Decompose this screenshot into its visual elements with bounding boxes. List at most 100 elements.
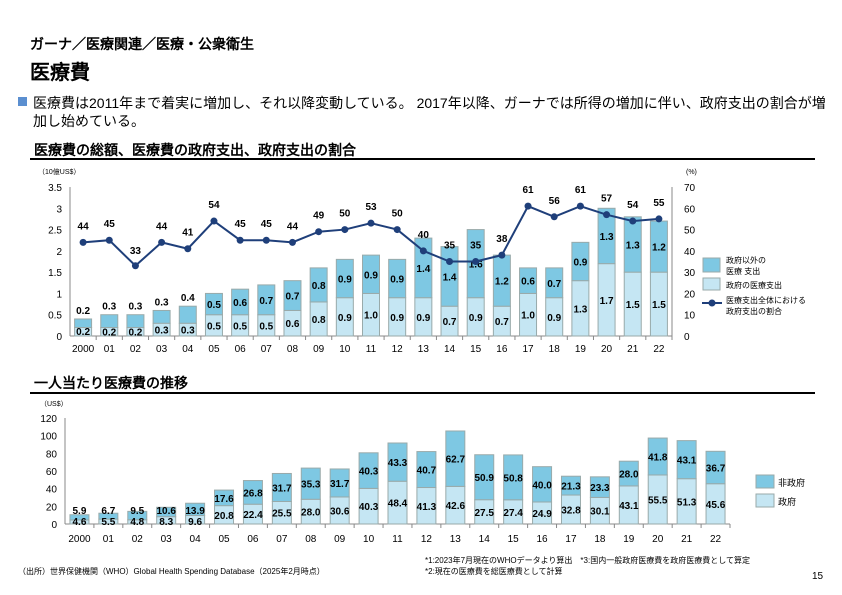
legend-label: 政府の医療支出 [726,280,782,290]
y2-tick-label: 20 [684,289,696,300]
bar-non-government [597,207,616,265]
legend-swatch-non-government [702,257,721,273]
y2-tick-label: 40 [684,247,696,258]
line-point [105,236,113,244]
bar-label-government: 20.8 [214,511,234,522]
y-axis-label: （US$） [40,400,68,408]
y2-tick-label: 70 [684,183,696,194]
bar-non-government [358,452,379,489]
bar-label-government: 0.2 [102,328,116,339]
y-tick-label: 120 [40,414,57,425]
x-tick-label: 18 [549,344,561,355]
footnote: *1:2023年7月現在のWHOデータより算出 *3:国内一般政府医療費を政府医… [425,556,750,565]
x-tick-label: 20 [601,344,613,355]
bar-non-government [519,267,538,294]
bar-label-non-government: 1.3 [600,232,614,243]
bar-label-non-government: 0.9 [390,275,404,286]
chart1-title: 医療費の総額、医療費の政府支出、政府支出の割合 [34,142,356,158]
chart2-title: 一人当たり医療費の推移 [34,375,188,391]
line-label: 49 [313,211,325,222]
x-tick-label: 09 [313,344,325,355]
bar-non-government [231,288,250,316]
bar-non-government [300,467,321,500]
bar-non-government [152,309,171,324]
bar-label-government: 27.4 [503,508,523,519]
bar-label-non-government: 31.7 [272,483,292,494]
line-point [655,215,663,223]
x-tick-label: 16 [537,534,549,545]
y-tick-label: 100 [40,432,57,443]
y-tick-label: 2.5 [48,226,62,237]
bar-label-government: 55.5 [648,495,668,506]
y-tick-label: 1.5 [48,268,62,279]
bar-non-government [257,284,276,316]
bar-label-government: 0.7 [495,317,509,328]
bar-label-non-government: 1.2 [652,243,666,254]
bar-label-non-government: 1.6 [469,260,483,271]
bar-label-non-government: 62.7 [446,455,466,466]
bar-label-government: 0.9 [390,313,404,324]
bar-non-government [618,460,639,487]
line-point [367,219,375,227]
bar-label-non-government: 5.9 [73,506,87,517]
legend-label: 医療 支出 [726,266,760,276]
line-point [629,217,637,225]
x-tick-label: 05 [208,344,220,355]
bar-label-government: 1.5 [652,300,666,311]
bar-label-non-government: 31.7 [330,479,350,490]
x-tick-label: 09 [334,534,346,545]
bar-non-government [204,292,223,316]
bar-label-non-government: 0.7 [547,279,561,290]
divider [30,392,815,394]
bar-label-non-government: 50.8 [503,473,523,484]
bar-label-non-government: 0.3 [155,297,169,308]
bar-label-non-government: 0.7 [286,292,300,303]
bar-non-government [647,437,668,476]
y-tick-label: 40 [46,485,58,496]
bar-label-non-government: 0.4 [181,293,195,304]
x-tick-label: 06 [235,344,247,355]
x-tick-label: 19 [575,344,587,355]
bar-label-non-government: 50.9 [475,473,495,484]
legend-label: 政府以外の [726,255,766,265]
line-point [446,258,454,265]
bar-non-government [185,502,206,517]
x-tick-label: 04 [182,344,194,355]
y-tick-label: 80 [46,449,58,460]
line-label: 61 [522,185,534,196]
bar-label-government: 40.3 [359,502,379,513]
bar-label-government: 1.0 [364,311,378,322]
bar-non-government [705,450,726,485]
chart1: （10億US$） (%)00.511.522.533.50102030405060… [38,167,806,355]
bar-label-non-government: 40.3 [359,467,379,478]
bar-label-non-government: 0.2 [76,306,90,317]
line-point [315,228,323,236]
x-tick-label: 05 [218,534,230,545]
y2-tick-label: 0 [684,332,690,343]
bar-non-government [416,451,437,489]
bar-non-government [283,280,302,311]
description: 医療費は2011年まで着実に増加し、それ以降変動している。 2017年以降、ガー… [33,95,826,129]
bar-label-non-government: 41.8 [648,453,668,464]
bar-label-government: 1.3 [573,304,587,315]
bar-label-government: 30.1 [590,507,610,518]
bar-label-government: 51.3 [677,497,697,508]
bar-label-government: 0.5 [233,321,247,332]
x-tick-label: 17 [565,534,577,545]
bar-non-government [98,512,119,520]
bar-label-government: 1.0 [521,311,535,322]
legend-label: 非政府 [778,477,805,488]
bar-label-non-government: 0.3 [128,302,142,313]
line-label: 44 [78,221,90,232]
x-tick-label: 13 [418,344,430,355]
x-tick-label: 18 [594,534,606,545]
source-note: （出所）世界保健機関（WHO）Global Health Spending Da… [18,567,325,576]
x-tick-label: 01 [104,344,116,355]
line-point [184,245,192,253]
bar-non-government [178,305,197,324]
bar-label-non-government: 0.7 [259,296,273,307]
line-label: 54 [208,200,220,211]
bar-non-government [387,442,408,482]
bar-label-government: 0.9 [547,313,561,324]
x-tick-label: 14 [444,344,456,355]
